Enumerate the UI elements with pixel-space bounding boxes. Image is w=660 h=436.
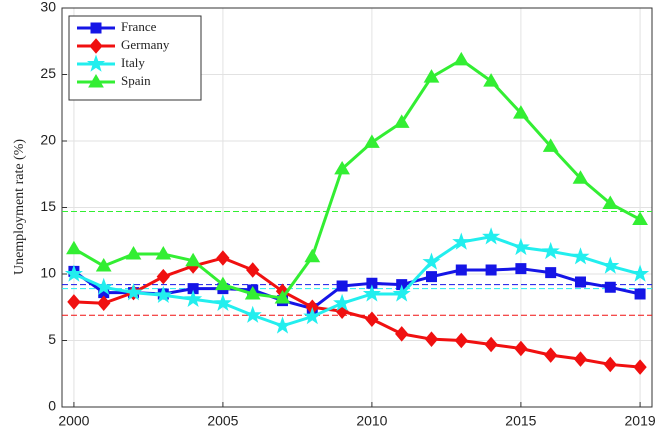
marker	[392, 284, 411, 302]
marker	[452, 232, 471, 250]
marker	[632, 211, 648, 225]
marker	[634, 288, 646, 300]
marker	[274, 289, 291, 304]
marker	[542, 138, 559, 152]
plot-frame	[61, 7, 653, 408]
marker	[156, 268, 170, 285]
marker	[124, 283, 143, 301]
marker	[184, 289, 203, 307]
marker	[395, 326, 409, 342]
marker	[213, 293, 232, 311]
marker	[243, 305, 262, 323]
marker	[67, 294, 81, 310]
marker	[573, 351, 588, 367]
marker	[273, 316, 292, 334]
marker	[244, 285, 261, 300]
marker	[304, 248, 321, 263]
legend-label: Germany	[121, 37, 170, 52]
marker	[424, 331, 439, 347]
y-axis-label: Unemployment rate (%)	[12, 139, 27, 275]
marker	[154, 285, 173, 303]
marker	[545, 267, 557, 279]
marker	[216, 250, 230, 266]
marker	[303, 307, 322, 325]
x-tick-label: 2010	[356, 413, 387, 429]
marker	[603, 356, 617, 373]
marker	[513, 105, 529, 119]
marker	[88, 74, 104, 88]
marker	[125, 246, 142, 260]
marker	[601, 256, 620, 274]
x-tick-label: 2000	[58, 413, 89, 429]
marker	[365, 311, 379, 327]
marker	[511, 237, 530, 256]
marker	[94, 277, 113, 296]
y-tick-label: 5	[48, 331, 56, 347]
marker	[89, 38, 103, 54]
marker	[484, 336, 498, 353]
marker	[185, 252, 201, 267]
legend-label: Spain	[121, 73, 151, 88]
x-tick-label: 2019	[625, 413, 656, 429]
marker	[97, 295, 111, 312]
marker	[454, 332, 468, 349]
marker	[336, 280, 348, 292]
legend-label: Italy	[121, 55, 145, 70]
marker	[66, 240, 82, 255]
marker	[393, 114, 410, 128]
legend-label: France	[121, 19, 157, 34]
marker	[574, 276, 586, 288]
marker	[515, 263, 527, 275]
marker	[86, 54, 106, 72]
marker	[95, 258, 112, 272]
marker	[544, 347, 558, 363]
marker	[482, 227, 501, 245]
marker	[64, 264, 83, 282]
marker	[631, 264, 650, 282]
marker	[364, 134, 380, 148]
y-tick-label: 10	[40, 265, 56, 281]
x-tick-label: 2005	[207, 413, 238, 429]
y-tick-label: 20	[40, 132, 56, 148]
x-tick-label: 2015	[505, 413, 536, 429]
marker	[366, 277, 378, 289]
marker	[571, 247, 590, 265]
marker	[604, 281, 616, 293]
marker	[90, 22, 102, 34]
marker	[514, 340, 528, 357]
marker	[485, 264, 497, 276]
marker	[362, 284, 381, 302]
y-tick-label: 0	[48, 398, 56, 414]
y-tick-label: 15	[40, 198, 56, 214]
marker	[425, 271, 437, 283]
marker	[602, 195, 619, 210]
marker	[453, 51, 470, 66]
marker	[541, 241, 560, 260]
marker	[215, 276, 231, 291]
marker	[333, 293, 352, 311]
marker	[483, 73, 499, 87]
y-tick-label: 25	[40, 65, 56, 81]
marker	[423, 69, 440, 83]
marker	[633, 359, 647, 375]
marker	[455, 264, 467, 276]
marker	[155, 246, 172, 260]
marker	[187, 283, 199, 295]
marker	[422, 252, 441, 270]
y-tick-label: 30	[40, 0, 56, 15]
marker	[246, 262, 260, 278]
marker	[334, 160, 350, 175]
marker	[572, 170, 589, 184]
